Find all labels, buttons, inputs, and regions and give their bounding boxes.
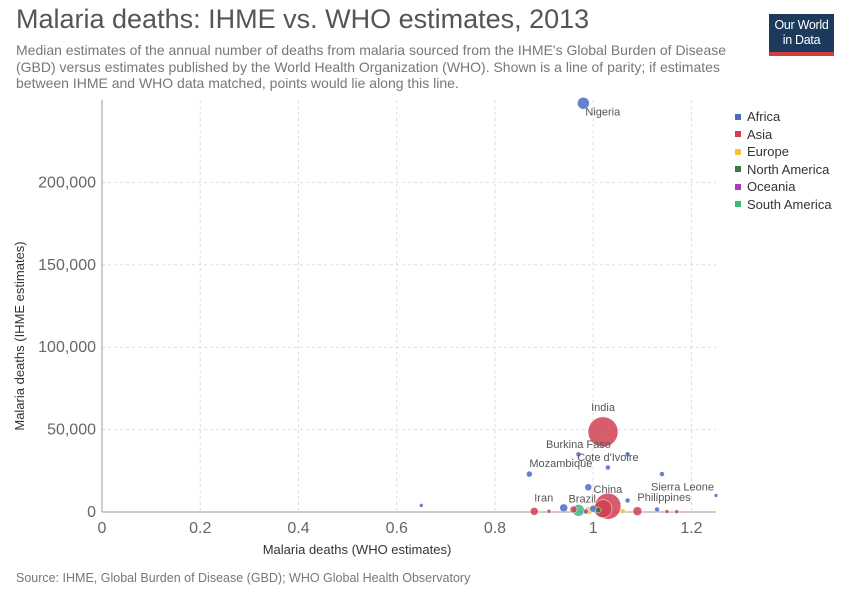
legend-swatch-africa — [735, 113, 741, 120]
data-point — [624, 451, 631, 458]
x-tick-label: 0.4 — [287, 520, 309, 537]
x-tick-label: 1.2 — [680, 520, 702, 537]
legend-item-oceania[interactable]: Oceania — [735, 178, 832, 196]
x-tick-label: 0 — [98, 520, 107, 537]
legend-swatch-south-america — [735, 201, 741, 208]
data-point — [654, 506, 660, 513]
data-point — [605, 464, 611, 471]
data-point — [419, 503, 424, 508]
legend-item-north-america[interactable]: North America — [735, 161, 832, 179]
point-label: Cote d'Ivoire — [577, 452, 638, 464]
our-world-in-data-logo[interactable]: Our World in Data — [769, 14, 834, 56]
point-label: China — [594, 484, 624, 496]
data-point — [619, 508, 626, 514]
legend-item-europe[interactable]: Europe — [735, 143, 832, 161]
data-point — [559, 503, 568, 513]
data-point — [577, 97, 590, 110]
legend-label-europe: Europe — [747, 144, 789, 160]
legend-label-south-america: South America — [747, 196, 832, 212]
data-point — [659, 471, 665, 477]
point-label: Philippines — [637, 492, 691, 504]
data-point — [674, 509, 679, 514]
point-label: Sierra Leone — [651, 482, 714, 494]
data-point — [587, 416, 619, 448]
legend-swatch-north-america — [735, 166, 741, 173]
data-point — [526, 470, 533, 478]
legend-label-north-america: North America — [747, 161, 830, 177]
x-axis-title: Malaria deaths (WHO estimates) — [263, 542, 452, 557]
chart-title: Malaria deaths: IHME vs. WHO estimates, … — [16, 4, 590, 34]
legend-item-asia[interactable]: Asia — [735, 126, 832, 144]
point-label: Iran — [534, 492, 553, 504]
y-tick-label: 50,000 — [47, 422, 96, 439]
legend-swatch-asia — [735, 131, 741, 138]
data-point — [530, 507, 539, 516]
data-point — [584, 483, 593, 492]
data-point — [569, 505, 578, 514]
point-label: Nigeria — [585, 106, 621, 118]
point-label: Burkina Faso — [546, 439, 611, 451]
legend-label-africa: Africa — [747, 109, 781, 125]
legend: Africa Asia Europe North America Oceania… — [735, 108, 832, 213]
legend-swatch-europe — [735, 148, 741, 155]
data-point — [546, 509, 552, 514]
legend-item-africa[interactable]: Africa — [735, 108, 832, 126]
point-label: Brazil — [568, 493, 596, 505]
point-label: India — [591, 402, 616, 414]
legend-label-asia: Asia — [747, 126, 773, 142]
source-note[interactable]: Source: IHME, Global Burden of Disease (… — [16, 571, 471, 585]
legend-item-south-america[interactable]: South America — [735, 196, 832, 214]
point-label: Mozambique — [529, 458, 592, 470]
data-point — [713, 493, 719, 498]
y-tick-label: 200,000 — [38, 174, 96, 191]
logo-line-2: in Data — [782, 33, 821, 47]
chart-subtitle: Median estimates of the annual number of… — [16, 42, 727, 91]
y-axis-title: Malaria deaths (IHME estimates) — [12, 241, 27, 430]
data-point — [664, 509, 670, 514]
x-tick-label: 1 — [589, 520, 598, 537]
x-tick-label: 0.2 — [189, 520, 211, 537]
data-point — [583, 508, 589, 515]
y-tick-label: 0 — [87, 504, 96, 521]
y-tick-label: 150,000 — [38, 257, 96, 274]
data-point — [594, 506, 602, 514]
data-point — [575, 451, 582, 458]
x-tick-label: 0.8 — [484, 520, 506, 537]
data-point — [632, 506, 643, 516]
legend-label-oceania: Oceania — [747, 179, 796, 195]
x-tick-label: 0.6 — [386, 520, 408, 537]
logo-line-1: Our World — [774, 18, 829, 32]
legend-swatch-oceania — [735, 183, 741, 190]
data-point — [624, 497, 631, 504]
y-tick-label: 100,000 — [38, 339, 96, 356]
